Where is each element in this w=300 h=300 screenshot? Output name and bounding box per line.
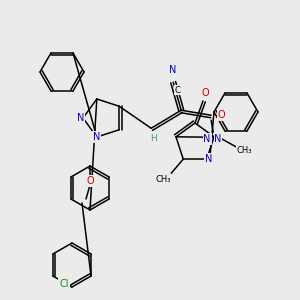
Text: CH₃: CH₃ bbox=[155, 175, 171, 184]
Text: N: N bbox=[203, 134, 211, 144]
Text: N: N bbox=[214, 134, 222, 144]
Text: CH₃: CH₃ bbox=[236, 146, 252, 155]
Text: O: O bbox=[86, 176, 94, 186]
Text: C: C bbox=[174, 86, 180, 95]
Text: Cl: Cl bbox=[59, 279, 69, 289]
Text: O: O bbox=[201, 88, 209, 98]
Text: N: N bbox=[93, 132, 100, 142]
Text: N: N bbox=[205, 154, 212, 164]
Text: H: H bbox=[150, 134, 157, 143]
Text: N: N bbox=[77, 113, 85, 123]
Text: N: N bbox=[169, 65, 177, 75]
Text: H: H bbox=[215, 135, 222, 144]
Text: O: O bbox=[218, 110, 225, 120]
